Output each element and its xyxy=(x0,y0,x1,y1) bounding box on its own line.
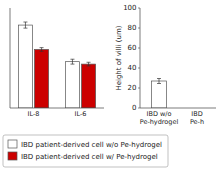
error-cap xyxy=(87,62,91,63)
error-bar xyxy=(157,79,161,84)
error-line xyxy=(159,79,160,84)
bar xyxy=(82,64,96,108)
x-tick-label: IL-6 xyxy=(75,110,87,118)
x-axis xyxy=(10,108,104,109)
error-cap xyxy=(40,47,44,48)
error-line xyxy=(41,48,42,52)
error-bar xyxy=(70,59,74,64)
x-tick-label-line: IL-8 xyxy=(28,110,40,118)
legend-label: IBD patient-derived cell w/o Pe-hydrogel xyxy=(21,141,162,149)
bar xyxy=(151,81,166,108)
error-bar xyxy=(87,62,91,66)
error-cap xyxy=(157,83,161,84)
y-axis xyxy=(10,8,11,108)
plot-area xyxy=(151,79,166,109)
error-cap xyxy=(23,28,27,29)
error-bar xyxy=(23,22,27,28)
error-bar xyxy=(40,48,44,52)
chart: IL-8 IL-6 xyxy=(10,8,104,118)
y-axis-label: Height of villi (um) xyxy=(115,25,123,90)
error-line xyxy=(72,59,73,64)
legend-swatch xyxy=(8,140,17,148)
error-cap xyxy=(70,59,74,60)
x-tick-label-line: IL-6 xyxy=(75,110,87,118)
error-cap xyxy=(70,64,74,65)
x-tick-label-line: Pe-h xyxy=(190,118,204,126)
bar xyxy=(35,49,49,108)
y-tick-label: 0 xyxy=(132,104,136,112)
legend-label: IBD patient-derived cell w/ Pe-hydrogel xyxy=(21,153,158,161)
y-tick-label: 80 xyxy=(128,24,137,32)
legend-frame xyxy=(3,135,168,167)
figure: IL-8 IL-6 IBD patient-derived cell w/o Pe-… xyxy=(0,0,222,170)
error-cap xyxy=(40,51,44,52)
y-tick-label: 20 xyxy=(128,84,137,92)
error-cap xyxy=(87,65,91,66)
legend-swatch xyxy=(8,152,17,160)
y-tick-label: 100 xyxy=(123,4,136,12)
legend: IBD patient-derived cell w/o Pe-hydrogel… xyxy=(3,135,168,167)
x-tick-label: IL-8 xyxy=(28,110,40,118)
error-line xyxy=(88,62,89,66)
y-tick-label: 40 xyxy=(128,64,137,72)
x-axis xyxy=(140,108,216,109)
error-cap xyxy=(23,22,27,23)
bar xyxy=(18,25,32,108)
chart: 0 20 40 60 80 100 Height of villi (um) IBD w/oP… xyxy=(115,4,216,125)
error-line xyxy=(25,22,26,28)
x-tick-label-line: Pe-hydrogel xyxy=(140,118,179,126)
y-tick-label: 60 xyxy=(128,44,137,52)
bar xyxy=(65,62,79,108)
plot-area xyxy=(18,22,95,108)
x-tick-label: IBD w/oPe-hydrogel xyxy=(140,110,179,126)
y-axis xyxy=(140,8,141,108)
x-tick-label: IBDPe-h xyxy=(190,110,204,126)
error-cap xyxy=(157,78,161,79)
